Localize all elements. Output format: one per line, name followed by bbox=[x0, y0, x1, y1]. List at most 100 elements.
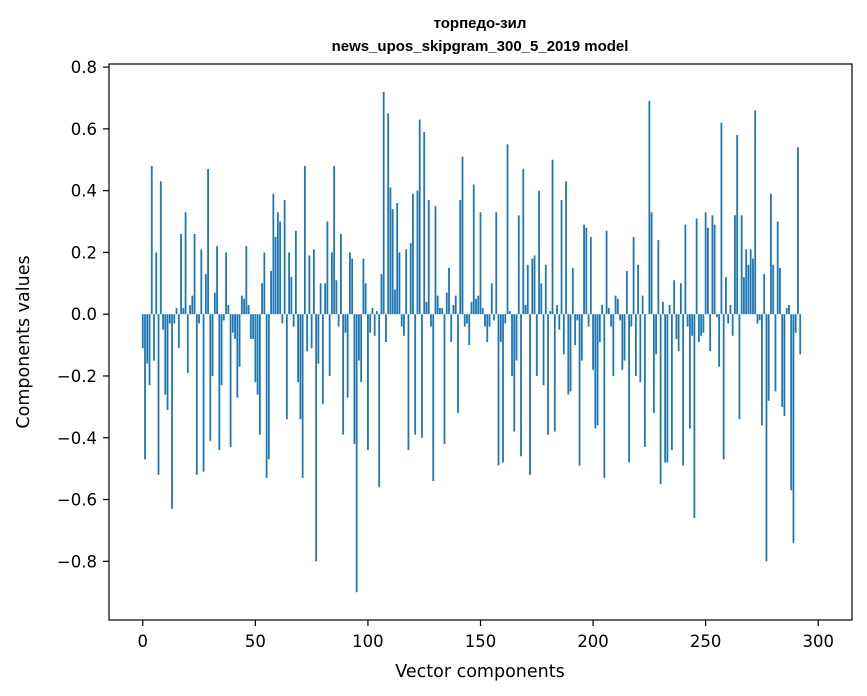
bar bbox=[740, 215, 743, 315]
bar bbox=[450, 314, 453, 342]
bar bbox=[756, 314, 759, 324]
bar bbox=[576, 314, 579, 321]
bar bbox=[211, 314, 214, 376]
bar bbox=[333, 165, 336, 315]
bar bbox=[337, 314, 340, 327]
bar bbox=[657, 240, 660, 315]
bar bbox=[328, 314, 331, 376]
bar bbox=[418, 119, 421, 315]
bar bbox=[790, 314, 793, 491]
chart-title-line-2: news_upos_skipgram_300_5_2019 model bbox=[332, 38, 629, 55]
bar bbox=[225, 252, 227, 315]
bar bbox=[200, 249, 203, 315]
bar bbox=[360, 314, 363, 383]
bar bbox=[524, 304, 527, 315]
bar bbox=[529, 314, 531, 475]
bar bbox=[661, 301, 664, 315]
bar bbox=[254, 314, 257, 383]
bar bbox=[603, 314, 606, 478]
bar bbox=[171, 314, 173, 509]
bar bbox=[195, 314, 198, 475]
bar bbox=[400, 314, 403, 327]
bar bbox=[693, 314, 696, 519]
bar bbox=[202, 314, 205, 472]
bar bbox=[416, 190, 419, 315]
bars-group bbox=[141, 91, 802, 593]
bar bbox=[571, 267, 574, 315]
bar bbox=[700, 314, 703, 336]
bar bbox=[641, 295, 644, 315]
x-axis: 0 50 100 150 200 250 300 bbox=[138, 620, 834, 651]
bar bbox=[452, 304, 455, 315]
bar bbox=[574, 314, 576, 346]
bar bbox=[630, 314, 633, 327]
bar bbox=[403, 314, 405, 336]
bar bbox=[580, 314, 583, 361]
bar bbox=[430, 314, 432, 327]
bar bbox=[315, 314, 318, 562]
bar bbox=[481, 308, 484, 315]
bar bbox=[412, 193, 414, 315]
bar bbox=[679, 283, 682, 315]
bar bbox=[378, 314, 381, 488]
bar bbox=[466, 314, 468, 324]
bar bbox=[459, 199, 462, 315]
bar bbox=[141, 314, 144, 349]
bar bbox=[704, 212, 707, 315]
bar bbox=[382, 91, 385, 315]
bar bbox=[326, 221, 329, 315]
bar bbox=[344, 314, 347, 333]
y-tick-label: 0.4 bbox=[71, 182, 97, 201]
bar bbox=[526, 264, 529, 315]
bar bbox=[362, 258, 365, 315]
bar bbox=[448, 267, 450, 315]
bar bbox=[144, 314, 146, 460]
bar bbox=[686, 314, 689, 327]
bar bbox=[371, 308, 374, 315]
y-tick-label: 0.0 bbox=[71, 305, 97, 324]
bar bbox=[445, 292, 448, 315]
bar bbox=[614, 295, 617, 315]
bar bbox=[677, 314, 680, 352]
bar bbox=[436, 295, 439, 315]
bar bbox=[164, 314, 167, 395]
bar bbox=[249, 314, 252, 339]
bar bbox=[396, 203, 399, 315]
bar bbox=[718, 314, 721, 367]
bar bbox=[495, 212, 498, 315]
bar bbox=[238, 314, 241, 367]
bar bbox=[364, 283, 367, 315]
bar bbox=[587, 314, 590, 327]
bar bbox=[166, 314, 169, 410]
bar bbox=[454, 295, 457, 315]
bar bbox=[776, 221, 779, 315]
bar bbox=[567, 314, 570, 395]
bar bbox=[502, 314, 504, 463]
bar bbox=[670, 314, 673, 451]
bar bbox=[655, 314, 658, 355]
bar bbox=[666, 314, 669, 463]
bar bbox=[335, 280, 338, 315]
bar bbox=[713, 224, 716, 315]
bar bbox=[204, 274, 207, 315]
bar bbox=[562, 314, 565, 355]
bar bbox=[752, 258, 754, 315]
bar bbox=[558, 314, 561, 330]
bar bbox=[184, 212, 187, 315]
bar bbox=[716, 314, 718, 318]
bar bbox=[319, 283, 322, 315]
bar bbox=[198, 314, 200, 324]
bar bbox=[479, 212, 482, 315]
bar bbox=[439, 308, 441, 315]
bar bbox=[598, 314, 601, 342]
bar bbox=[488, 314, 491, 327]
bar bbox=[427, 199, 430, 315]
bar bbox=[173, 314, 176, 324]
bar bbox=[267, 314, 270, 460]
bar bbox=[785, 308, 788, 315]
bar bbox=[358, 314, 360, 361]
bar bbox=[664, 314, 667, 463]
bar bbox=[547, 314, 549, 435]
bar bbox=[182, 308, 185, 315]
bar bbox=[220, 314, 223, 386]
